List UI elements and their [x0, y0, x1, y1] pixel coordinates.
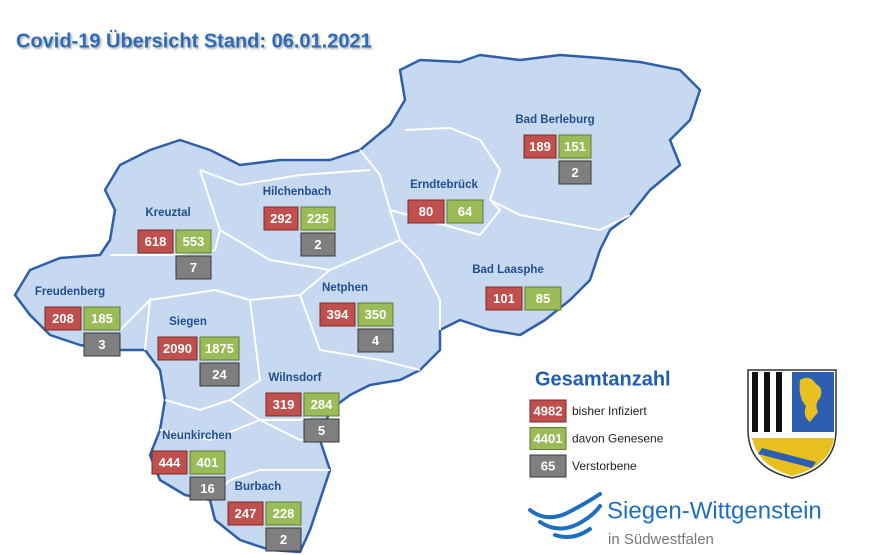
recovered-box: [303, 392, 340, 417]
recovered-value: 225: [307, 211, 329, 226]
infected-value: 2090: [163, 341, 192, 356]
infected-box: [44, 306, 82, 331]
deaths-box: [357, 328, 394, 353]
infected-box: [265, 392, 302, 417]
legend-value: 65: [541, 458, 555, 473]
deaths-value: 4: [372, 333, 380, 348]
municipality-name: Wilnsdorf: [269, 372, 322, 384]
logo-name: Siegen-Wittgenstein: [607, 497, 822, 524]
infected-value: 618: [145, 234, 167, 249]
deaths-value: 5: [318, 423, 325, 438]
deaths-value: 7: [190, 260, 197, 275]
infected-value: 80: [419, 204, 433, 219]
deaths-value: 3: [98, 337, 105, 352]
legend-label: bisher Infiziert: [572, 404, 647, 418]
infected-value: 189: [529, 139, 551, 154]
deaths-value: 2: [280, 532, 287, 547]
municipality-name: Burbach: [235, 481, 282, 493]
infected-value: 247: [235, 506, 257, 521]
logo-subtitle: in Südwestfalen: [608, 531, 714, 548]
municipality-name: Hilchenbach: [263, 186, 331, 198]
infected-box: [263, 206, 299, 231]
recovered-box: [558, 134, 592, 159]
municipalities: Bad Berleburg 189 151 2 Erndtebrück 80 64 Hilch…: [35, 114, 595, 552]
recovered-box: [83, 306, 121, 331]
municipality-name: Freudenberg: [35, 286, 105, 298]
infected-value: 319: [273, 397, 295, 412]
legend-label: davon Genesene: [572, 432, 664, 446]
legend-box: [529, 399, 567, 423]
municipality-name: Siegen: [169, 316, 207, 328]
deaths-value: 24: [212, 367, 227, 382]
municipality-name: Erndtebrück: [410, 179, 478, 191]
infected-box: [523, 134, 557, 159]
legend: 4982 bisher Infiziert 4401 davon Genesene 65…: [529, 399, 664, 478]
legend-title: Gesamtanzahl: [535, 368, 671, 390]
municipality-name: Bad Berleburg: [515, 114, 594, 126]
deaths-box: [265, 527, 302, 552]
deaths-box: [83, 332, 121, 357]
recovered-value: 64: [458, 204, 473, 219]
deaths-box: [175, 255, 212, 280]
recovered-box: [524, 286, 562, 311]
infected-box: [485, 286, 523, 311]
municipality-name: Neunkirchen: [162, 430, 232, 442]
recovered-value: 185: [91, 311, 113, 326]
infected-value: 394: [327, 307, 349, 322]
infected-box: [157, 336, 198, 361]
recovered-value: 284: [311, 397, 333, 412]
recovered-value: 401: [197, 455, 219, 470]
recovered-box: [189, 450, 226, 475]
municipality-name: Kreuztal: [145, 207, 190, 219]
municipality-name: Bad Laasphe: [472, 264, 544, 276]
logo-wave: [528, 492, 602, 539]
recovered-box: [357, 302, 394, 327]
deaths-box: [300, 232, 336, 257]
infected-box: [137, 229, 174, 254]
recovered-value: 350: [365, 307, 387, 322]
recovered-value: 85: [536, 291, 550, 306]
recovered-value: 1875: [205, 341, 234, 356]
recovered-value: 553: [183, 234, 205, 249]
deaths-box: [558, 160, 592, 185]
legend-box: [529, 427, 567, 450]
recovered-value: 151: [564, 139, 586, 154]
recovered-box: [265, 501, 302, 526]
legend-box: [529, 454, 567, 478]
infected-box: [319, 302, 356, 327]
infected-value: 101: [493, 291, 515, 306]
recovered-box: [175, 229, 212, 254]
legend-value: 4982: [534, 403, 563, 418]
infected-box: [407, 199, 445, 224]
infected-value: 292: [270, 211, 292, 226]
deaths-value: 16: [200, 481, 214, 496]
legend-label: Verstorbene: [572, 459, 637, 473]
recovered-box: [199, 336, 240, 361]
deaths-value: 2: [314, 237, 321, 252]
deaths-box: [199, 362, 240, 387]
infected-box: [227, 501, 264, 526]
title: Covid-19 Übersicht Stand: 06.01.2021: [16, 29, 372, 52]
legend-value: 4401: [534, 431, 563, 446]
deaths-box: [189, 476, 226, 501]
infected-value: 208: [52, 311, 74, 326]
recovered-box: [300, 206, 336, 231]
infected-value: 444: [159, 455, 181, 470]
deaths-value: 2: [571, 165, 578, 180]
deaths-box: [303, 418, 340, 443]
infected-box: [151, 450, 188, 475]
municipality-name: Netphen: [322, 282, 368, 294]
recovered-value: 228: [273, 506, 295, 521]
recovered-box: [446, 199, 484, 224]
coat-of-arms: [747, 369, 837, 479]
